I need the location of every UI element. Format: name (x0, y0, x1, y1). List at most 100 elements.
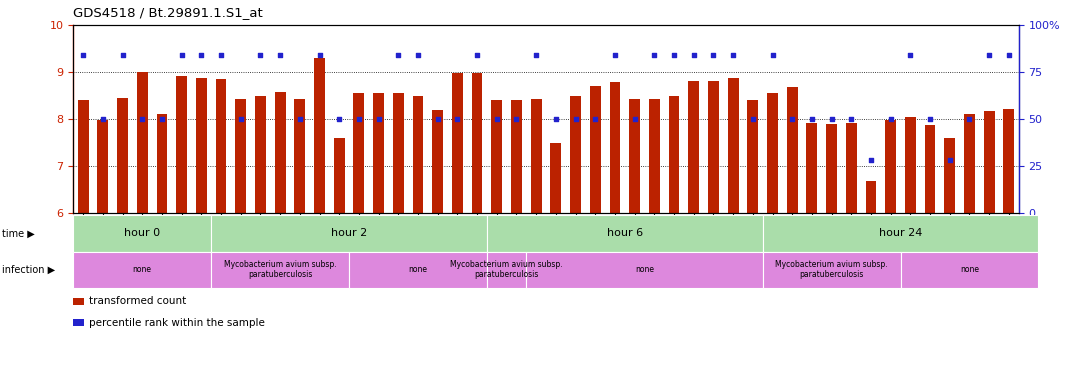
Text: Mycobacterium avium subsp.
paratuberculosis: Mycobacterium avium subsp. paratuberculo… (451, 260, 563, 280)
Text: none: none (960, 265, 979, 274)
Bar (551, 142, 562, 213)
Bar (866, 181, 876, 213)
Text: Mycobacterium avium subsp.
paratuberculosis: Mycobacterium avium subsp. paratuberculo… (224, 260, 336, 280)
Text: hour 0: hour 0 (124, 228, 161, 238)
Point (272, 52, 289, 58)
Point (922, 116, 939, 122)
Point (448, 116, 466, 122)
Point (488, 116, 506, 122)
Text: hour 24: hour 24 (879, 228, 922, 238)
Point (134, 116, 151, 122)
Point (114, 52, 132, 58)
Point (665, 52, 682, 58)
Point (705, 52, 722, 58)
Point (882, 116, 899, 122)
Point (606, 52, 623, 58)
Point (784, 116, 801, 122)
Bar (846, 123, 857, 213)
Point (212, 52, 230, 58)
Bar (196, 78, 207, 213)
Bar (97, 120, 108, 213)
Point (508, 116, 525, 122)
Bar (826, 124, 837, 213)
Text: none: none (635, 265, 654, 274)
Point (586, 116, 604, 122)
Bar (176, 76, 188, 213)
Bar (984, 111, 995, 213)
Bar (118, 98, 128, 213)
Point (803, 116, 820, 122)
Text: none: none (409, 265, 428, 274)
Bar (806, 123, 817, 213)
Point (764, 52, 782, 58)
Bar (530, 99, 541, 213)
Bar (78, 100, 88, 213)
Point (350, 116, 368, 122)
Text: percentile rank within the sample: percentile rank within the sample (89, 318, 265, 328)
Bar (235, 99, 246, 213)
Bar (413, 96, 424, 213)
Point (744, 116, 761, 122)
Point (291, 116, 308, 122)
Text: infection ▶: infection ▶ (2, 265, 55, 275)
Bar (630, 99, 640, 213)
Point (960, 116, 978, 122)
Point (646, 52, 663, 58)
Bar (373, 93, 384, 213)
Bar (689, 81, 700, 213)
Bar (649, 99, 660, 213)
Bar (511, 100, 522, 213)
Bar (885, 120, 896, 213)
Point (389, 52, 406, 58)
Text: hour 6: hour 6 (607, 228, 642, 238)
Text: time ▶: time ▶ (2, 228, 34, 238)
Point (94, 116, 111, 122)
Point (370, 116, 387, 122)
Bar (452, 73, 462, 213)
Bar (570, 96, 581, 213)
Bar (137, 72, 148, 213)
Point (172, 52, 190, 58)
Bar (354, 93, 364, 213)
Text: transformed count: transformed count (89, 296, 186, 306)
Bar (492, 100, 502, 213)
Bar (747, 100, 758, 213)
Bar (728, 78, 738, 213)
Point (469, 52, 486, 58)
Bar (1004, 109, 1014, 213)
Point (429, 116, 446, 122)
Point (843, 116, 860, 122)
Point (981, 52, 998, 58)
Bar (392, 93, 403, 213)
Bar (255, 96, 266, 213)
Bar (708, 81, 719, 213)
Point (331, 116, 348, 122)
Text: GDS4518 / Bt.29891.1.S1_at: GDS4518 / Bt.29891.1.S1_at (73, 6, 263, 19)
Point (153, 116, 170, 122)
Bar (472, 73, 483, 213)
Point (74, 52, 92, 58)
Point (724, 52, 742, 58)
Bar (904, 117, 916, 213)
Point (548, 116, 565, 122)
Point (410, 52, 427, 58)
Bar (668, 96, 679, 213)
Point (823, 116, 840, 122)
Point (1000, 52, 1018, 58)
Bar (432, 110, 443, 213)
Bar (964, 114, 975, 213)
Point (527, 52, 544, 58)
Bar (944, 138, 955, 213)
Point (862, 157, 880, 164)
Bar (314, 58, 324, 213)
Point (686, 52, 703, 58)
Bar (216, 79, 226, 213)
Bar (294, 99, 305, 213)
Point (310, 52, 328, 58)
Point (193, 52, 210, 58)
Point (567, 116, 584, 122)
Point (252, 52, 270, 58)
Bar (787, 87, 798, 213)
Text: Mycobacterium avium subsp.
paratuberculosis: Mycobacterium avium subsp. paratuberculo… (775, 260, 888, 280)
Bar (590, 86, 600, 213)
